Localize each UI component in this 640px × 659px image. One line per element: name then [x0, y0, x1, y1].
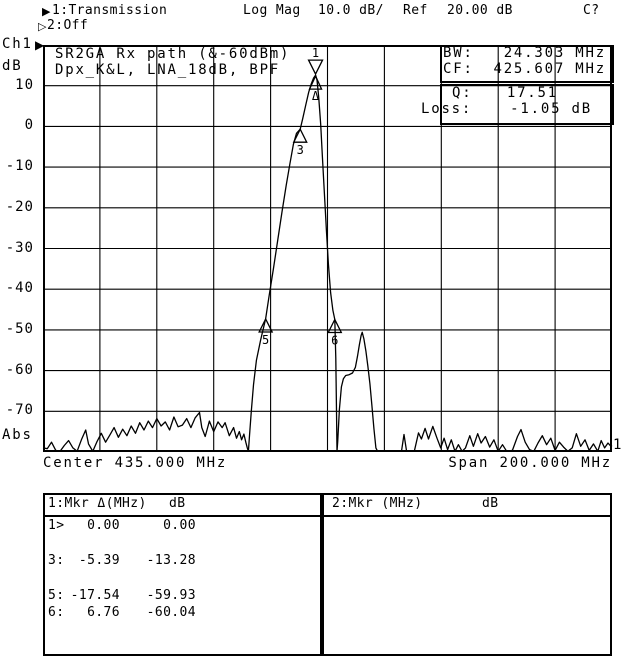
marker-row-db: -60.04	[146, 605, 196, 620]
y-axis-tick-label: 10	[15, 76, 34, 93]
channel-label: Ch1	[2, 36, 33, 52]
cf-value: 425.607 MHz	[493, 61, 606, 77]
y-axis-tick-label: -10	[5, 158, 34, 175]
marker-row-id: 6:	[48, 605, 65, 620]
q-value: 17.51	[506, 85, 558, 101]
measurement-plot: 1 Δ 3 5 6	[42, 45, 613, 452]
marker-row-db: 0.00	[163, 518, 196, 533]
y-axis-bottom-unit: Abs	[2, 427, 33, 443]
marker-row-freq: -5.39	[78, 552, 120, 568]
delta-ref-marker-icon	[308, 74, 323, 90]
marker-table-1-title: 1:Mkr Δ(MHz)	[48, 496, 147, 511]
marker-row-freq: -17.54	[70, 587, 120, 603]
marker-table-2-title: 2:Mkr (MHz)	[332, 496, 423, 511]
trace-end-number: 1	[613, 437, 624, 453]
loss-label: Loss:	[421, 101, 473, 117]
marker-row-db: -13.28	[146, 552, 196, 568]
marker-table-1-header: 1:Mkr Δ(MHz) dB	[45, 495, 320, 517]
active-marker-icon	[307, 59, 324, 76]
bw-label: BW:	[443, 45, 474, 61]
marker-table-2-db-header: dB	[482, 496, 499, 511]
marker-table-row: 6: 6.76 -60.04	[45, 605, 320, 621]
cal-status: C?	[583, 3, 600, 18]
y-axis-tick-label: -50	[5, 320, 34, 337]
ref-value: 20.00 dB	[447, 3, 513, 18]
trace-1	[42, 74, 613, 452]
marker-row-id: 1>	[48, 518, 65, 533]
active-marker-number: 1	[312, 46, 319, 60]
marker-table-2-header: 2:Mkr (MHz) dB	[324, 495, 610, 517]
q-label: Q:	[452, 85, 473, 101]
y-axis-tick-label: 0	[24, 117, 34, 134]
marker-icon	[258, 317, 274, 333]
span-label: Span 200.000 MHz	[448, 455, 612, 471]
marker-table-row: 5: -17.54 -59.93	[45, 588, 320, 604]
delta-ref-marker-symbol: Δ	[312, 89, 320, 103]
title-annotation-line1: SR2GA Rx path (&-60dBm)	[55, 46, 291, 62]
marker-table-2: 2:Mkr (MHz) dB	[322, 493, 612, 656]
active-trace-icon: ▶	[42, 5, 51, 18]
y-axis-tick-label: -60	[5, 361, 34, 378]
plot-frame	[43, 45, 612, 452]
marker-table-1: 1:Mkr Δ(MHz) dB 1> 0.00 0.00 3: -5.39 -13.28 5…	[43, 493, 322, 656]
bandwidth-readout-box	[440, 45, 614, 83]
marker-table-row: 3: -5.39 -13.28	[45, 553, 320, 569]
y-axis-tick-label: -30	[5, 239, 34, 256]
format-label: Log Mag	[243, 3, 301, 18]
marker-row-id: 5:	[48, 587, 65, 603]
marker-icon	[292, 127, 308, 143]
channel-pointer-icon: ▶	[35, 38, 45, 52]
marker-table-row: 1> 0.00 0.00	[45, 518, 320, 534]
loss-value: -1.05 dB	[510, 101, 592, 117]
cf-label: CF:	[443, 61, 474, 77]
y-axis-tick-label: -40	[5, 280, 34, 297]
title-annotation-line2: Dpx_K&L, LNA_18dB, BPF	[55, 62, 281, 78]
marker-icon	[327, 318, 343, 334]
y-axis-tick-label: -20	[5, 198, 34, 215]
inactive-trace-icon: ▷	[38, 20, 47, 33]
trace1-label: 1:Transmission	[52, 3, 168, 18]
bw-value: 24.303 MHz	[503, 45, 606, 61]
marker-row-freq: 6.76	[87, 605, 120, 620]
marker-number: 6	[331, 334, 338, 348]
y-axis-unit: dB	[2, 58, 23, 74]
marker-number: 3	[297, 143, 304, 157]
trace2-label: 2:Off	[47, 18, 89, 33]
q-loss-readout-box	[440, 84, 614, 125]
marker-number: 5	[262, 333, 269, 347]
marker-row-id: 3:	[48, 552, 65, 568]
y-axis-tick-label: -70	[5, 402, 34, 419]
center-frequency-label: Center 435.000 MHz	[43, 455, 228, 471]
marker-row-freq: 0.00	[87, 518, 120, 533]
marker-row-db: -59.93	[146, 587, 196, 603]
scale-per-div: 10.0 dB/	[318, 3, 384, 18]
marker-table-1-db-header: dB	[169, 496, 186, 511]
ref-label: Ref	[403, 3, 428, 18]
